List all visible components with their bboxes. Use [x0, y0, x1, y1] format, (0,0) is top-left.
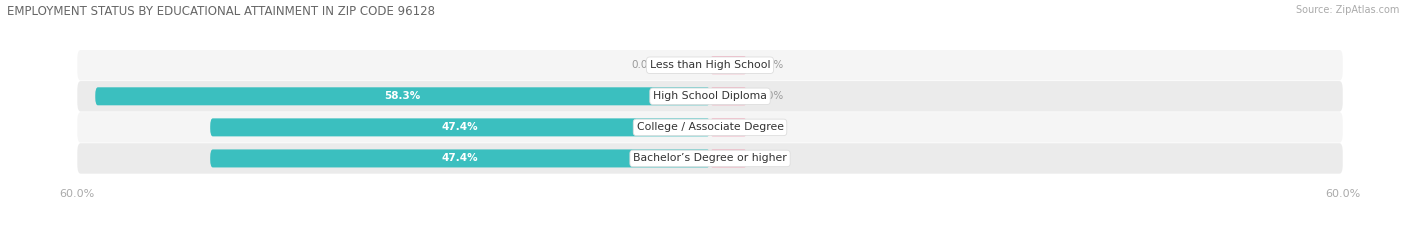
Text: College / Associate Degree: College / Associate Degree	[637, 122, 783, 132]
FancyBboxPatch shape	[710, 56, 747, 74]
FancyBboxPatch shape	[211, 149, 710, 168]
Text: 0.0%: 0.0%	[631, 60, 658, 70]
FancyBboxPatch shape	[96, 87, 710, 105]
Text: High School Diploma: High School Diploma	[654, 91, 766, 101]
FancyBboxPatch shape	[710, 87, 747, 105]
FancyBboxPatch shape	[77, 112, 1343, 143]
Text: 58.3%: 58.3%	[384, 91, 420, 101]
Text: 47.4%: 47.4%	[441, 154, 478, 163]
Text: 0.0%: 0.0%	[758, 122, 783, 132]
FancyBboxPatch shape	[77, 50, 1343, 80]
Text: 47.4%: 47.4%	[441, 122, 478, 132]
Text: 0.0%: 0.0%	[758, 154, 783, 163]
Text: 0.0%: 0.0%	[758, 91, 783, 101]
Text: Source: ZipAtlas.com: Source: ZipAtlas.com	[1295, 5, 1399, 15]
FancyBboxPatch shape	[710, 118, 747, 136]
FancyBboxPatch shape	[710, 149, 747, 168]
FancyBboxPatch shape	[77, 81, 1343, 112]
Text: 0.0%: 0.0%	[758, 60, 783, 70]
FancyBboxPatch shape	[211, 118, 710, 136]
Text: Bachelor’s Degree or higher: Bachelor’s Degree or higher	[633, 154, 787, 163]
FancyBboxPatch shape	[77, 143, 1343, 174]
Text: EMPLOYMENT STATUS BY EDUCATIONAL ATTAINMENT IN ZIP CODE 96128: EMPLOYMENT STATUS BY EDUCATIONAL ATTAINM…	[7, 5, 434, 18]
Text: Less than High School: Less than High School	[650, 60, 770, 70]
